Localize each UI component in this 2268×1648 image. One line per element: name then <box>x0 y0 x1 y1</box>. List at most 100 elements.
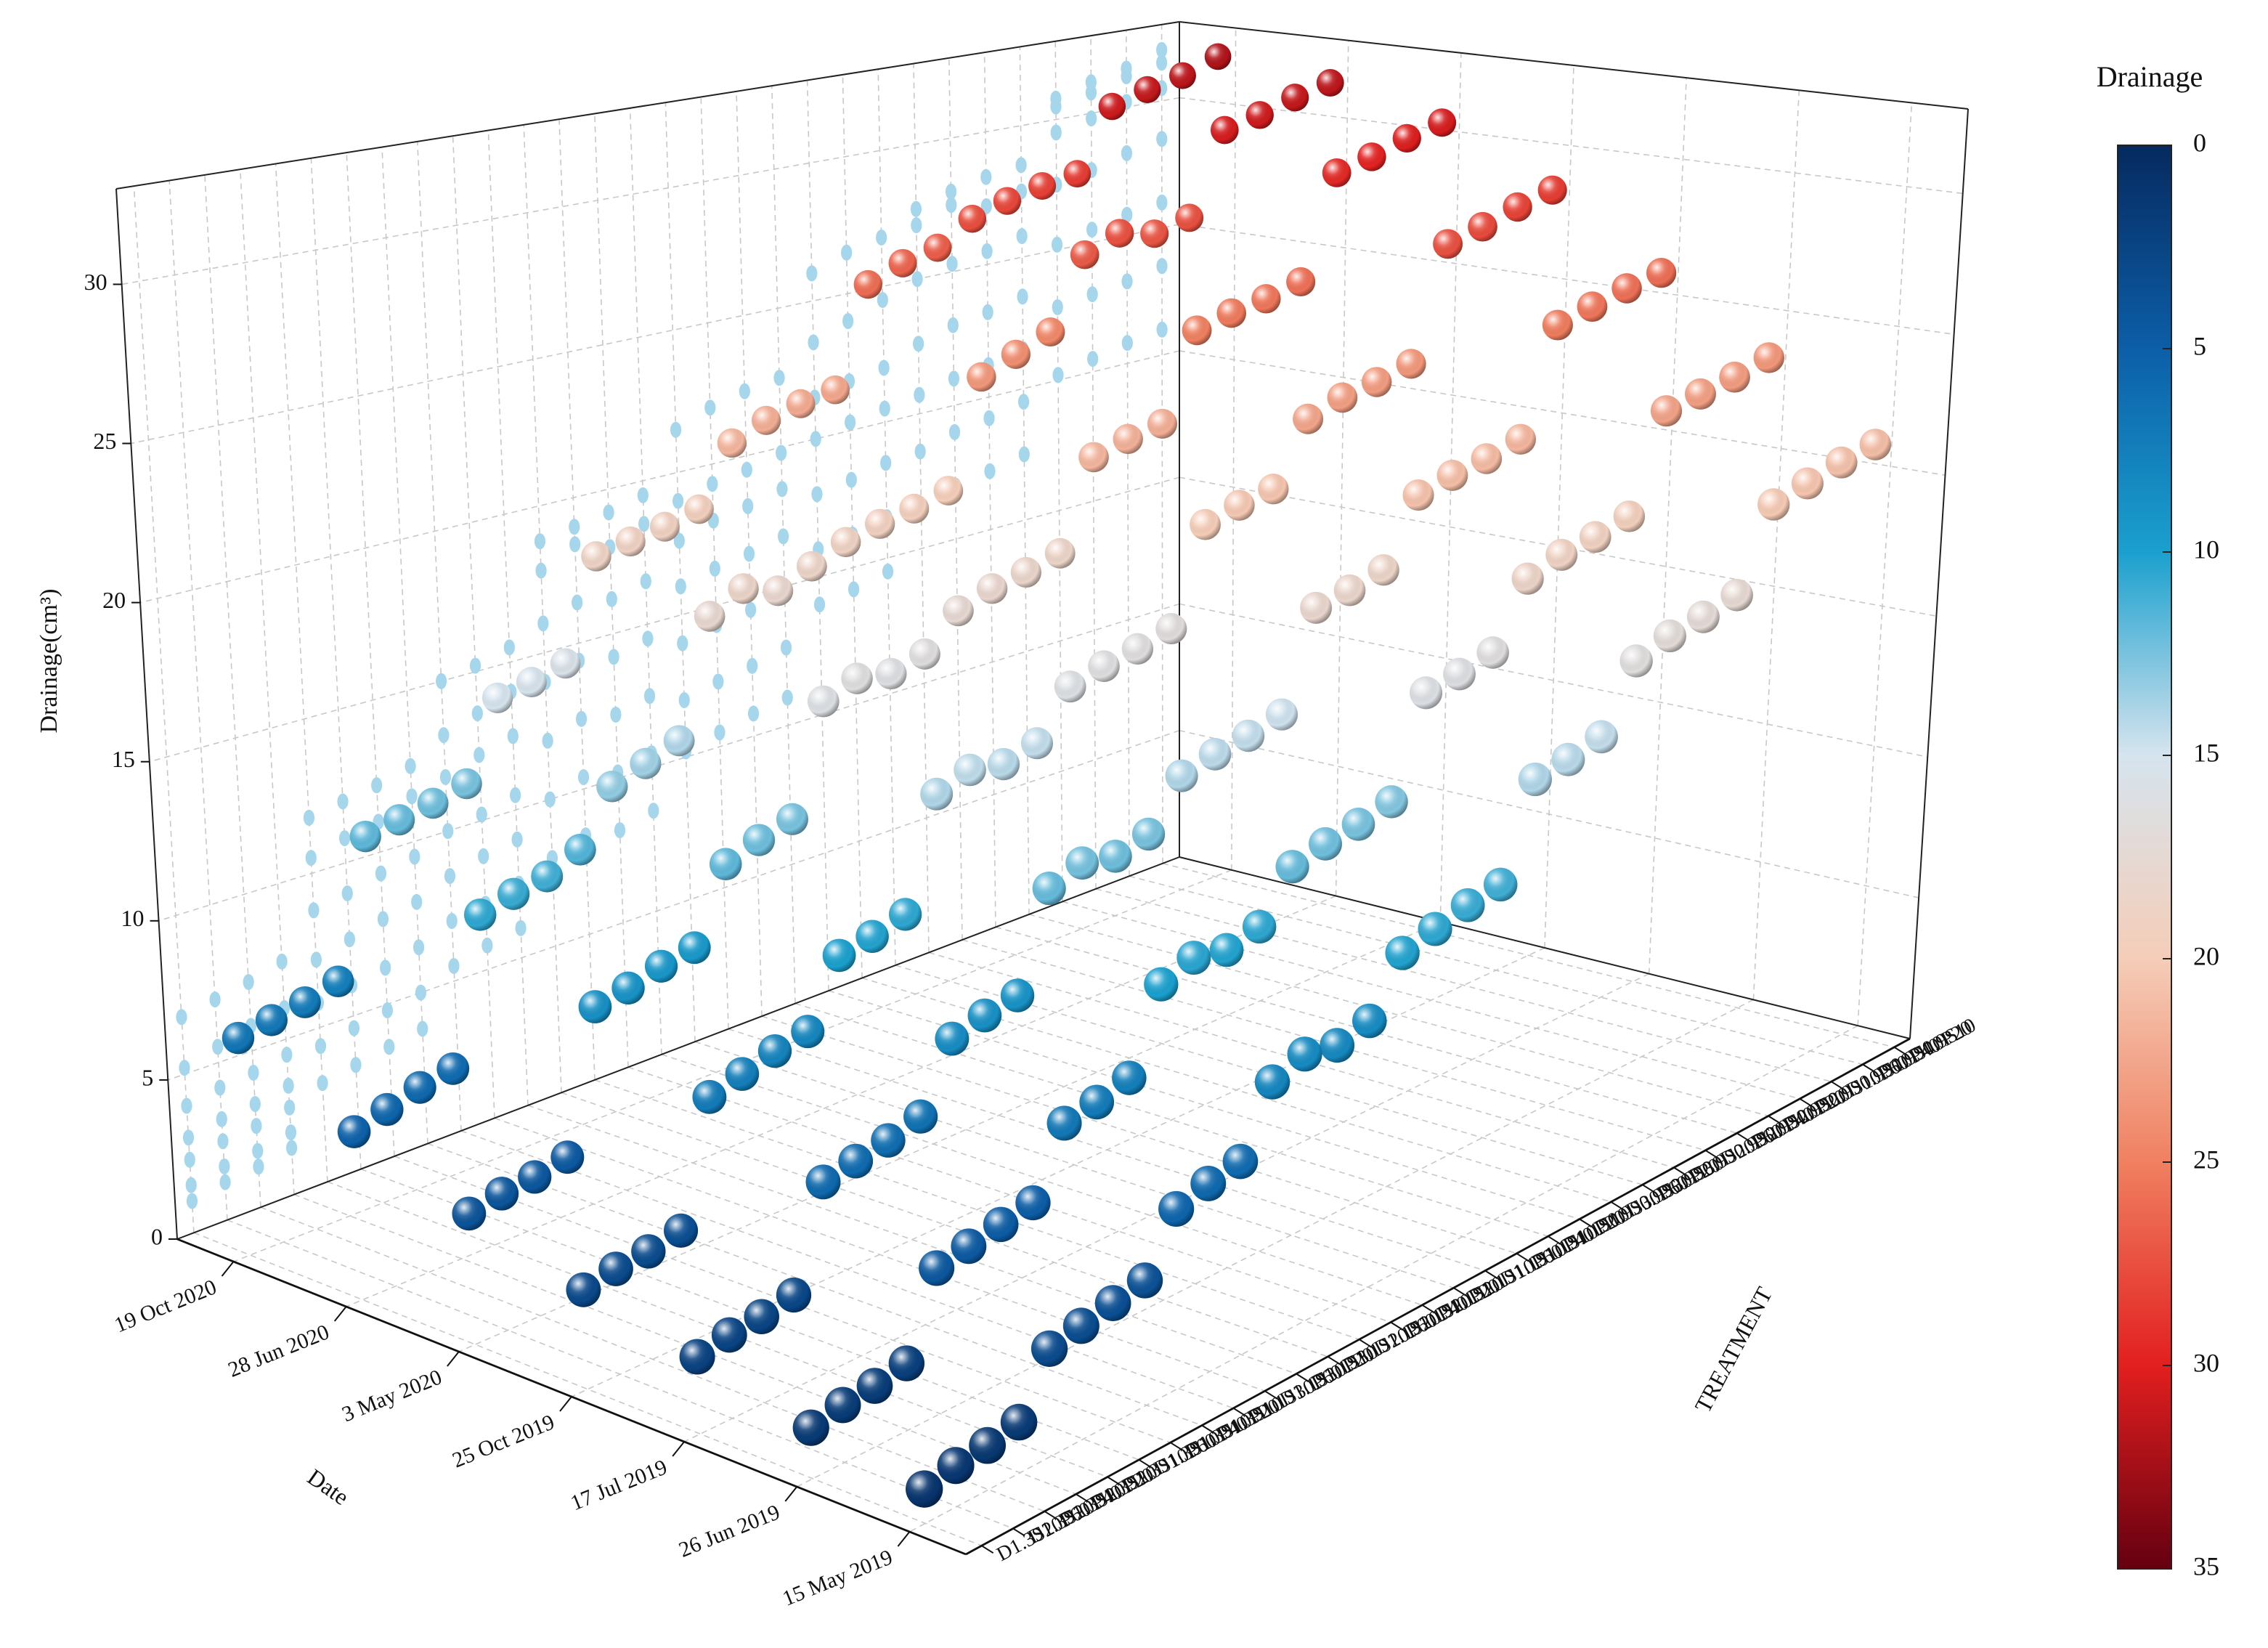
wall-projection <box>1085 84 1097 101</box>
y-tick <box>1642 1184 1655 1193</box>
grid-line <box>394 1156 1171 1443</box>
sphere-shine <box>951 1228 987 1265</box>
grid-line <box>523 124 562 1093</box>
sphere-shine <box>1099 840 1132 873</box>
x-tick-label: 28 Jun 2020 <box>225 1320 333 1382</box>
grid-line <box>1231 28 1237 870</box>
sphere-shine <box>1251 284 1281 314</box>
wall-projection <box>773 370 785 386</box>
wall-projection <box>176 1009 187 1026</box>
wall-projection <box>608 649 619 665</box>
wall-projection <box>1121 335 1133 352</box>
sphere-shine <box>255 1004 288 1036</box>
sphere-shine <box>1433 229 1463 259</box>
wall-projection <box>286 1140 298 1156</box>
sphere-shine <box>1088 650 1120 682</box>
wall-projection <box>810 431 821 447</box>
grid-line <box>594 113 629 1068</box>
y-tick <box>1610 1201 1623 1210</box>
grid-line <box>842 74 863 978</box>
sphere-shine <box>518 1160 552 1194</box>
wall-projection <box>219 1158 230 1174</box>
sphere-shine <box>1646 258 1677 288</box>
wall-projection <box>983 410 995 426</box>
sphere-shine <box>923 233 952 262</box>
sphere-shine <box>1094 1285 1131 1321</box>
grid-line <box>452 136 495 1119</box>
sphere-shine <box>644 949 678 983</box>
wall-projection <box>1156 194 1168 211</box>
wall-projection <box>640 573 651 590</box>
wall-projection <box>781 689 793 706</box>
sphere-shine <box>1367 553 1399 586</box>
sphere-shine <box>664 1213 699 1248</box>
wall-projection <box>672 492 684 509</box>
sphere-shine <box>451 768 482 800</box>
wall-projection <box>638 516 650 532</box>
wall-projection <box>1087 351 1099 368</box>
sphere-shine <box>1551 742 1585 776</box>
wall-projection <box>878 360 890 376</box>
y-tick <box>1296 1373 1309 1382</box>
sphere-shine <box>566 1272 601 1307</box>
sphere-shine <box>822 938 856 973</box>
wall-projection <box>704 399 716 416</box>
sphere-shine <box>1245 101 1274 129</box>
sphere-shine <box>516 667 547 698</box>
sphere-shine <box>888 248 917 277</box>
wall-projection <box>739 383 750 399</box>
wall-projection <box>642 630 654 647</box>
sphere-shine <box>692 1079 727 1114</box>
sphere-shine <box>1126 1262 1163 1299</box>
wall-projection <box>1051 236 1063 253</box>
sphere-shine <box>1357 142 1386 171</box>
wall-projection <box>808 334 819 351</box>
wall-projection <box>515 920 527 936</box>
y-tick <box>1107 1476 1120 1485</box>
x-tick-label: 25 Oct 2019 <box>449 1410 558 1472</box>
wall-projection <box>776 481 788 498</box>
wall-projection <box>1086 286 1098 303</box>
sphere-shine <box>791 1015 825 1049</box>
sphere-shine <box>1105 219 1134 248</box>
wall-projection <box>1121 273 1133 290</box>
sphere-shine <box>1577 291 1608 322</box>
grid-line <box>983 52 996 927</box>
sphere-shine <box>463 898 497 931</box>
grid-line <box>346 153 395 1157</box>
sphere-shine <box>958 204 987 233</box>
y-tick <box>1138 1458 1151 1468</box>
sphere-shine <box>1044 537 1076 569</box>
sphere-shine <box>349 820 381 853</box>
box-edge <box>115 21 1180 190</box>
sphere-shine <box>1505 423 1537 455</box>
sphere-shine <box>1753 342 1785 373</box>
wall-projection <box>1017 394 1030 410</box>
x-tick <box>221 1261 235 1277</box>
x-tick <box>784 1486 798 1502</box>
wall-projection <box>412 939 425 956</box>
y-tick <box>981 1545 994 1554</box>
y-tick <box>1516 1252 1529 1262</box>
x-tick-label: 3 May 2020 <box>338 1365 445 1426</box>
wall-projection <box>411 893 423 910</box>
x-tick <box>333 1306 347 1322</box>
wall-projection <box>1016 228 1028 245</box>
y-tick <box>1170 1442 1183 1451</box>
sphere-shine <box>1001 339 1031 369</box>
sphere-shine <box>1791 467 1824 500</box>
sphere-shine <box>1242 909 1277 944</box>
wall-projection <box>914 443 926 460</box>
wall-projection <box>383 1039 395 1055</box>
wall-projection <box>745 601 757 618</box>
sphere-shine <box>564 833 596 866</box>
y-tick <box>1359 1339 1372 1348</box>
wall-projection <box>714 724 725 741</box>
sphere-shine <box>497 877 530 910</box>
sphere-shine <box>841 662 873 694</box>
wall-projection <box>209 991 221 1008</box>
y-tick <box>1579 1218 1592 1227</box>
colorbar-tick-label: 30 <box>2193 1348 2219 1377</box>
sphere-shine <box>630 747 662 779</box>
wall-projection <box>842 313 854 330</box>
